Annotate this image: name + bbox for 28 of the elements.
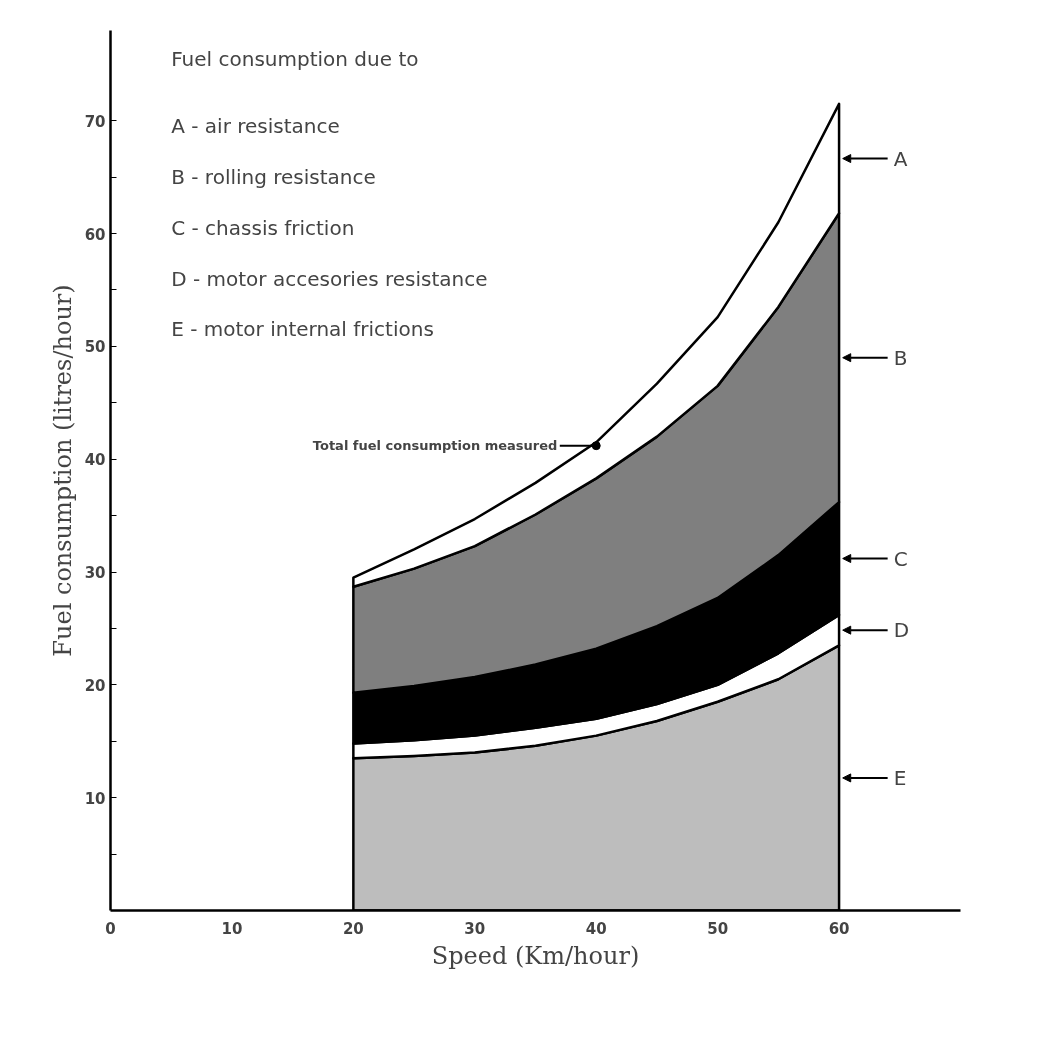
- y-axis-title: Fuel consumption (litres/hour): [48, 284, 77, 657]
- legend-label: D: [893, 618, 910, 643]
- annotation: D - motor accesories resistance: [171, 266, 488, 291]
- x-tick-label: 20: [342, 919, 364, 938]
- y-tick-label: 60: [84, 225, 106, 244]
- annotation: E - motor internal frictions: [171, 317, 434, 342]
- y-tick-label: 50: [84, 338, 106, 357]
- x-tick-label: 50: [707, 919, 729, 938]
- legend-label: E: [893, 765, 907, 790]
- x-axis-title: Speed (Km/hour): [431, 941, 640, 970]
- legend-label: A: [893, 146, 908, 171]
- x-tick-label: 0: [105, 919, 116, 938]
- annotation: Total fuel consumption measured: [312, 438, 558, 454]
- annotation: C - chassis friction: [171, 215, 355, 240]
- x-tick-label: 10: [221, 919, 243, 938]
- legend-label: C: [893, 546, 908, 571]
- x-tick-label: 60: [828, 919, 850, 938]
- annotation: B - rolling resistance: [171, 165, 376, 190]
- y-tick-label: 20: [84, 676, 106, 695]
- annotation: A - air resistance: [171, 114, 340, 139]
- legend-label: B: [893, 345, 908, 370]
- y-tick-label: 70: [84, 112, 106, 131]
- annotation: Fuel consumption due to: [171, 46, 419, 71]
- x-tick-label: 30: [464, 919, 486, 938]
- y-tick-label: 30: [84, 564, 106, 583]
- y-tick-label: 10: [84, 789, 106, 808]
- x-tick-label: 40: [585, 919, 607, 938]
- y-tick-label: 40: [84, 451, 106, 470]
